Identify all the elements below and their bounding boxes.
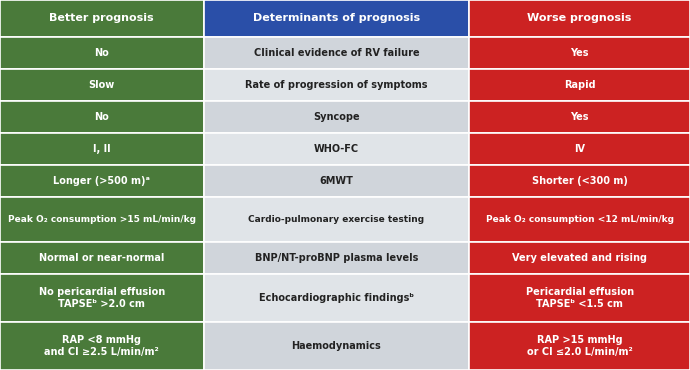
Bar [469,101,690,133]
Text: No: No [95,48,109,58]
Bar [0,0,204,37]
Bar [204,274,469,322]
Text: RAP <8 mmHg
and CI ≥2.5 L/min/m²: RAP <8 mmHg and CI ≥2.5 L/min/m² [44,335,159,357]
Bar [469,0,690,37]
Bar [204,0,469,37]
Bar [0,133,204,165]
Text: Rate of progression of symptoms: Rate of progression of symptoms [245,80,428,90]
Text: Peak O₂ consumption <12 mL/min/kg: Peak O₂ consumption <12 mL/min/kg [486,215,673,224]
Bar [469,242,690,274]
Text: IV: IV [574,144,585,154]
Text: WHO-FC: WHO-FC [314,144,359,154]
Text: Slow: Slow [88,80,115,90]
Text: Yes: Yes [571,112,589,122]
Bar [0,274,204,322]
Bar [469,274,690,322]
Text: No: No [95,112,109,122]
Bar [204,133,469,165]
Bar [204,322,469,370]
Bar [469,322,690,370]
Bar [0,322,204,370]
Bar [469,37,690,69]
Text: Very elevated and rising: Very elevated and rising [512,253,647,263]
Text: I, II: I, II [93,144,110,154]
Bar [469,69,690,101]
Bar [0,69,204,101]
Text: RAP >15 mmHg
or CI ≤2.0 L/min/m²: RAP >15 mmHg or CI ≤2.0 L/min/m² [526,335,633,357]
Bar [204,101,469,133]
Text: Worse prognosis: Worse prognosis [527,13,632,23]
Bar [0,101,204,133]
Text: Shorter (<300 m): Shorter (<300 m) [532,176,627,186]
Bar [204,165,469,197]
Text: Pericardial effusion
TAPSEᵇ <1.5 cm: Pericardial effusion TAPSEᵇ <1.5 cm [526,287,633,309]
Bar [204,69,469,101]
Bar [204,242,469,274]
Bar [0,242,204,274]
Bar [469,165,690,197]
Text: Clinical evidence of RV failure: Clinical evidence of RV failure [253,48,420,58]
Text: No pericardial effusion
TAPSEᵇ >2.0 cm: No pericardial effusion TAPSEᵇ >2.0 cm [39,287,165,309]
Text: Cardio-pulmonary exercise testing: Cardio-pulmonary exercise testing [248,215,424,224]
Text: BNP/NT-proBNP plasma levels: BNP/NT-proBNP plasma levels [255,253,418,263]
Bar [469,197,690,242]
Text: Normal or near-normal: Normal or near-normal [39,253,164,263]
Text: Peak O₂ consumption >15 mL/min/kg: Peak O₂ consumption >15 mL/min/kg [8,215,196,224]
Text: Echocardiographic findingsᵇ: Echocardiographic findingsᵇ [259,293,414,303]
Bar [0,37,204,69]
Bar [0,165,204,197]
Text: Determinants of prognosis: Determinants of prognosis [253,13,420,23]
Text: Haemodynamics: Haemodynamics [291,341,382,351]
Text: Longer (>500 m)ᵃ: Longer (>500 m)ᵃ [53,176,150,186]
Text: Rapid: Rapid [564,80,595,90]
Text: Yes: Yes [571,48,589,58]
Bar [204,197,469,242]
Text: 6MWT: 6MWT [319,176,353,186]
Bar [469,133,690,165]
Text: Better prognosis: Better prognosis [50,13,154,23]
Bar [204,37,469,69]
Text: Syncope: Syncope [313,112,359,122]
Bar [0,197,204,242]
